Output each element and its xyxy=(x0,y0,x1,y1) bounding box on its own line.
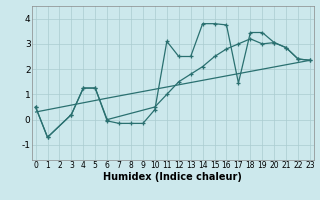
X-axis label: Humidex (Indice chaleur): Humidex (Indice chaleur) xyxy=(103,172,242,182)
